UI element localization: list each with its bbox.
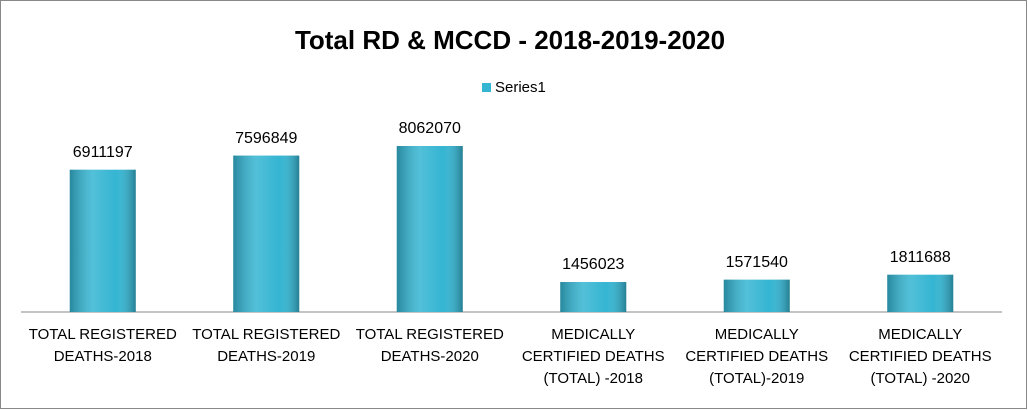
legend-swatch	[482, 83, 491, 92]
bar-shade	[560, 282, 627, 312]
x-tick-label: MEDICALLY CERTIFIED DEATHS (TOTAL) -2018	[521, 326, 665, 387]
data-label: 1456023	[562, 256, 624, 273]
bar-shade	[887, 274, 954, 312]
data-label: 1811688	[890, 249, 951, 266]
x-tick-label: MEDICALLY CERTIFIED DEATHS (TOTAL) -2020	[848, 326, 992, 387]
data-label: 1571540	[726, 254, 788, 271]
bar-shade	[723, 279, 790, 312]
x-tick-label: TOTAL REGISTERED DEATHS-2019	[192, 326, 341, 365]
data-label: 8062070	[399, 120, 461, 137]
legend-label: Series1	[495, 79, 546, 96]
bar-shade	[396, 146, 463, 312]
data-label: 7596849	[235, 130, 297, 147]
x-tick-label: MEDICALLY CERTIFIED DEATHS (TOTAL)-2019	[685, 326, 829, 387]
chart-title: Total RD & MCCD - 2018-2019-2020	[295, 25, 725, 55]
bar-shade	[69, 169, 136, 312]
x-tick-label: TOTAL REGISTERED DEATHS-2018	[28, 326, 177, 365]
data-label: 6911197	[73, 144, 133, 161]
x-tick-label: TOTAL REGISTERED DEATHS-2020	[355, 326, 504, 365]
bar-shade	[233, 155, 300, 312]
